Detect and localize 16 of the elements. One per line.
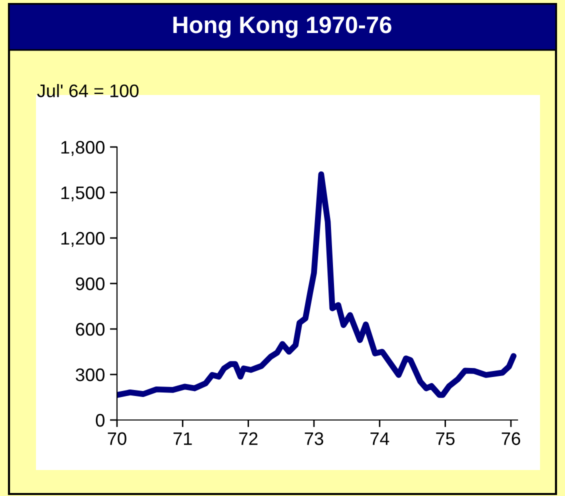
y-tick-label: 0 <box>96 414 104 427</box>
y-axis-title: Jul' 64 = 100 <box>37 84 139 98</box>
y-tick-label: 600 <box>76 322 104 336</box>
x-tick-label: 75 <box>436 432 455 446</box>
y-tick-label: 300 <box>76 368 104 382</box>
y-tick-label: 1,200 <box>61 232 104 247</box>
x-tick-label: 72 <box>239 432 258 445</box>
y-tick-label: 1,500 <box>61 186 104 202</box>
y-tick-label: 1,800 <box>61 140 104 156</box>
x-tick-label: 70 <box>108 432 126 446</box>
chart-title: Hong Kong 1970-76 <box>173 16 392 38</box>
y-tick-label: 900 <box>76 277 104 290</box>
x-tick-label: 74 <box>370 432 390 445</box>
x-tick-label: 71 <box>174 432 192 445</box>
x-tick-label: 73 <box>304 432 324 446</box>
x-tick-label: 76 <box>502 432 520 446</box>
